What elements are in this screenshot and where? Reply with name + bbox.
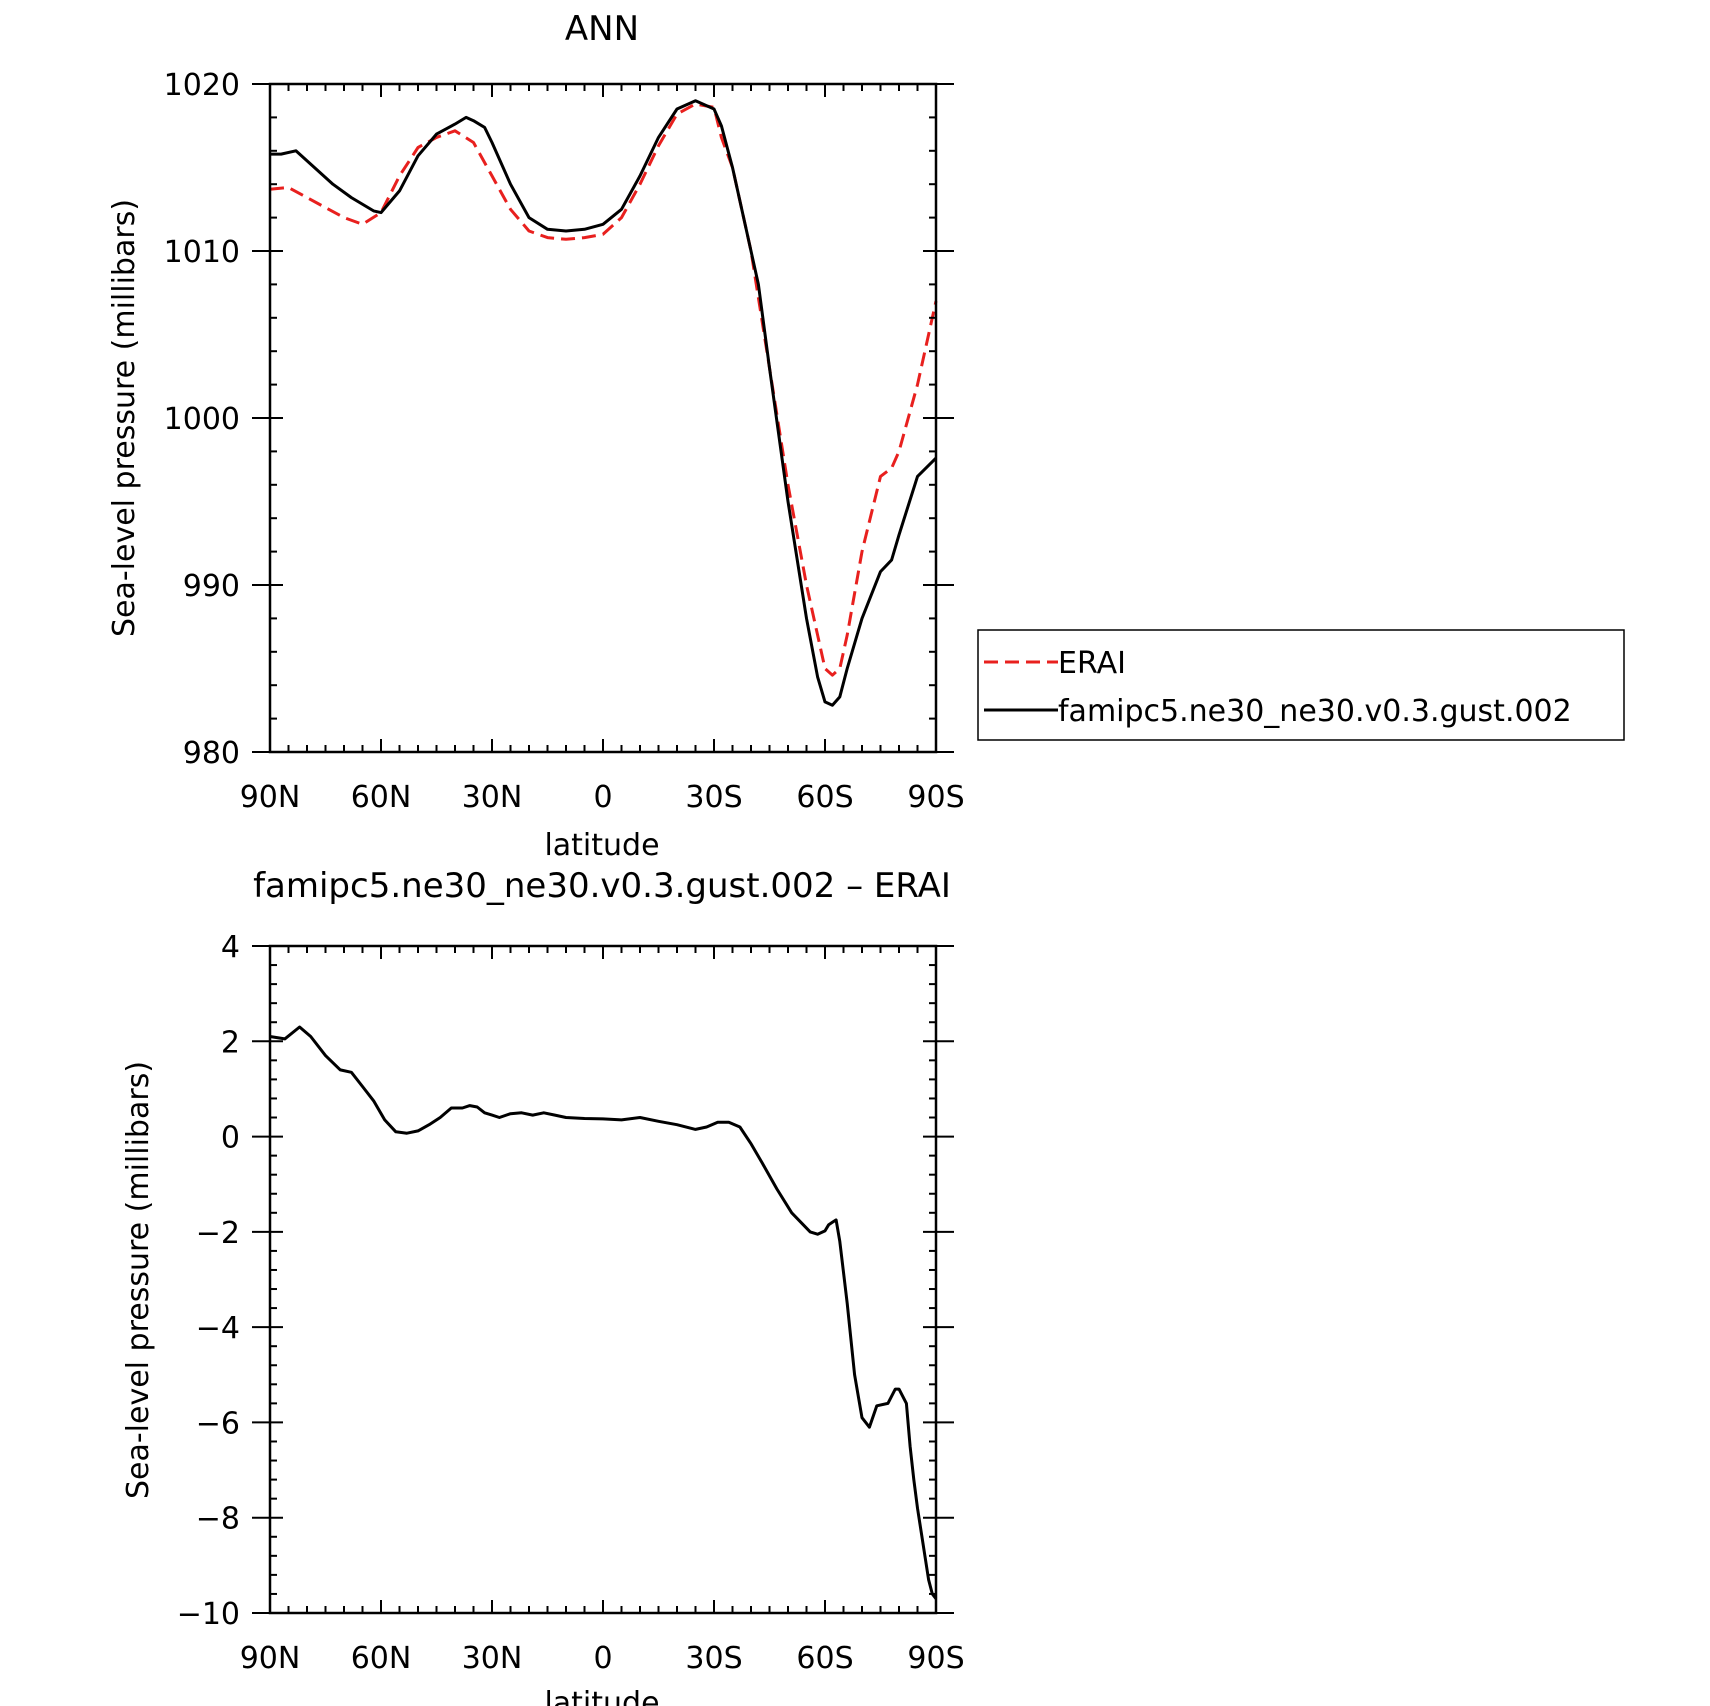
y-tick-label: 0 (221, 1121, 240, 1156)
x-tick-label: 30N (462, 1641, 523, 1676)
x-axis-label: latitude (544, 1686, 659, 1706)
series-line-difference (269, 1025, 938, 1600)
series-line-erai (269, 102, 938, 677)
y-tick-label: 990 (183, 569, 240, 604)
plot-frame (268, 82, 938, 754)
x-tick-label: 90N (240, 1641, 301, 1676)
series-line-model (270, 99, 938, 707)
chart-panel-difference: famipc5.ne30_ne30.v0.3.gust.002 – ERAI 9… (121, 866, 965, 1706)
x-tick-label: 30S (685, 1641, 742, 1676)
x-tick-label: 60S (796, 1641, 853, 1676)
x-tick-label: 60S (796, 780, 853, 815)
y-tick-label: 1020 (164, 68, 240, 103)
y-tick-label: 1010 (164, 235, 240, 270)
y-axis-label: Sea-level pressure (millibars) (121, 1061, 156, 1499)
y-tick-label: −10 (177, 1597, 240, 1632)
legend-label-model: famipc5.ne30_ne30.v0.3.gust.002 (1058, 694, 1572, 729)
x-tick-label: 90N (240, 780, 301, 815)
legend-label-erai: ERAI (1058, 646, 1126, 681)
x-tick-label: 0 (593, 1641, 612, 1676)
y-tick-label: 4 (221, 930, 240, 965)
plot-area: 90N 60N 30N 0 30S 60S 90S −10 −8 −6 −4 −2 0 2 4 (177, 930, 965, 1676)
y-tick-label: 1000 (164, 402, 240, 437)
x-tick-label: 0 (593, 780, 612, 815)
x-tick-label: 30N (462, 780, 523, 815)
x-tick-label: 60N (351, 780, 412, 815)
chart-title: famipc5.ne30_ne30.v0.3.gust.002 – ERAI (253, 866, 951, 906)
x-tick-label: 30S (685, 780, 742, 815)
y-tick-label: −2 (196, 1216, 240, 1251)
x-tick-label: 60N (351, 1641, 412, 1676)
x-axis-label: latitude (544, 828, 659, 863)
plot-area: 90N 60N 30N 0 30S 60S 90S 980 990 1000 1010 1020 (164, 68, 965, 815)
x-tick-label: 90S (907, 780, 964, 815)
y-tick-label: 2 (221, 1025, 240, 1060)
plot-frame (268, 944, 938, 1615)
y-tick-label: −4 (196, 1311, 240, 1346)
legend-box (977, 629, 1625, 741)
y-tick-label: −8 (196, 1502, 240, 1537)
legend: ERAI famipc5.ne30_ne30.v0.3.gust.002 (977, 629, 1625, 741)
x-tick-label: 90S (907, 1641, 964, 1676)
y-tick-label: 980 (183, 736, 240, 771)
chart-title: ANN (565, 9, 639, 49)
y-axis-label: Sea-level pressure (millibars) (107, 199, 142, 637)
y-tick-label: −6 (196, 1406, 240, 1441)
chart-panel-annual-mean: ANN 90N 60N 30N 0 30S 60S 90S 980 990 1000 1010 102… (107, 9, 965, 863)
